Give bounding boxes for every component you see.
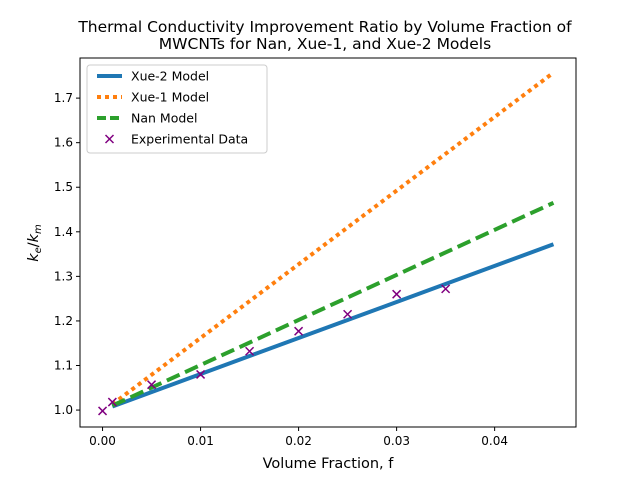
legend-label-xue-1-model: Xue-1 Model [131,90,209,105]
x-tick-label: 0.03 [383,434,410,448]
y-tick-label: 1.4 [54,225,73,239]
legend-item-experimental-data: Experimental Data [104,132,248,147]
x-tick-label: 0.04 [481,434,508,448]
experimental-data-point [392,289,402,299]
experimental-data-point [441,284,451,294]
legend-label-experimental-data: Experimental Data [131,132,248,147]
y-tick-label: 1.6 [54,136,73,150]
legend-item-xue-1-model: Xue-1 Model [97,90,209,105]
experimental-data-point [196,369,206,379]
y-tick-label: 1.7 [54,91,73,105]
legend: Xue-2 Model Xue-1 Model Nan Model Experimen… [86,64,268,154]
x-axis-ticks: 0.00 0.01 0.02 0.03 0.04 [89,427,508,448]
plot-frame [79,57,577,428]
y-tick-label: 1.5 [54,180,73,194]
y-tick-label: 1.3 [54,269,73,283]
legend-label-xue-2-model: Xue-2 Model [131,69,209,84]
experimental-data-point [343,309,353,319]
y-tick-label: 1.2 [54,314,73,328]
xue-1-model-line [111,71,555,406]
experimental-data-point [107,397,117,407]
x-tick-label: 0.02 [285,434,312,448]
chart-title-line-2: MWCNTs for Nan, Xue-1, and Xue-2 Models [159,35,491,53]
y-tick-label: 1.1 [54,359,73,373]
legend-item-nan-model: Nan Model [97,111,197,126]
x-tick-label: 0.00 [89,434,116,448]
chart-title-line-1: Thermal Conductivity Improvement Ratio b… [77,18,572,36]
y-axis-label-m: m [33,224,44,234]
plot-area [98,71,555,416]
experimental-data-point [294,326,304,336]
xue-2-model-line [111,242,555,409]
y-axis-ticks: 1.0 1.1 1.2 1.3 1.4 1.5 1.6 1.7 [54,91,80,417]
experimental-data-point [147,380,157,390]
legend-box [86,64,268,154]
x-axis-label: Volume Fraction, f [263,456,395,472]
y-axis-label-k: k [26,253,42,262]
experimental-data-point [98,406,108,416]
nan-model-line [111,201,555,408]
x-tick-label: 0.01 [187,434,214,448]
legend-label-nan-model: Nan Model [131,111,197,126]
y-tick-label: 1.0 [54,403,73,417]
legend-item-xue-2-model: Xue-2 Model [97,69,209,84]
y-axis-label-slash: / [26,242,42,247]
experimental-data-point [245,346,255,356]
y-axis-label: ke/km [26,224,44,262]
y-axis-label-e: e [33,247,44,253]
legend-swatch-experimental-data [104,134,115,144]
y-axis-label-k2: k [26,233,42,242]
